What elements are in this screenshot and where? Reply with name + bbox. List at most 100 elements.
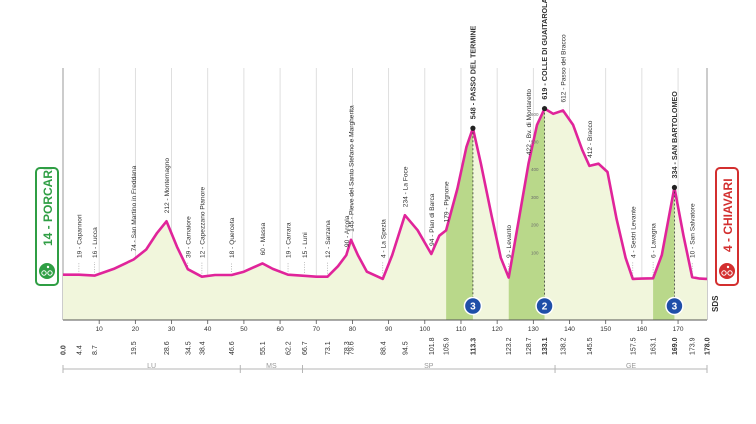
- waypoint-km: 88.4: [380, 341, 387, 355]
- waypoint-km: 101.8: [429, 337, 436, 355]
- km-tick-label: 20: [132, 326, 140, 333]
- km-tick-label: 110: [456, 326, 467, 333]
- elevation-scale-label: 600: [531, 112, 539, 117]
- waypoint-label: 4 - Sestri Levante: [630, 206, 637, 258]
- waypoint-km: 4.4: [76, 345, 83, 355]
- waypoint-label: 412 - Bracco: [587, 120, 594, 158]
- waypoint-km: 138.2: [561, 337, 568, 355]
- waypoint-label: 15 - Luni: [302, 232, 309, 258]
- waypoint-label: 39 - Camaiore: [185, 216, 192, 258]
- waypoint-label: 16 - Lucca: [92, 227, 99, 258]
- region-label: MS: [266, 363, 277, 370]
- km-tick-label: 140: [564, 326, 575, 333]
- waypoint-km: 38.4: [199, 341, 206, 355]
- km-tick-label: 80: [349, 326, 357, 333]
- start-banner: 14 - PORCARI: [35, 167, 59, 286]
- waypoint-km: 8.7: [92, 345, 99, 355]
- waypoint-km: 66.7: [302, 341, 309, 355]
- elevation-scale-label: 400: [531, 167, 539, 172]
- sds-mark: SDS: [711, 295, 720, 312]
- waypoint-km: 113.3: [470, 338, 477, 355]
- kom-badge: [665, 296, 684, 316]
- finish-label: 4 - CHIAVARI: [721, 178, 735, 252]
- finish-cycling-icon: [719, 263, 735, 279]
- waypoint-label: 10 - San Salvatore: [690, 203, 697, 258]
- km-tick-label: 30: [168, 326, 176, 333]
- kom-category: 3: [672, 302, 678, 313]
- km-tick-label: 40: [204, 326, 212, 333]
- waypoint-label: 334 - SAN BARTOLOMEO: [670, 91, 679, 179]
- waypoint-label: 94 - Pian di Barca: [429, 193, 436, 246]
- waypoint-km: 28.6: [164, 341, 171, 355]
- waypoint-km: 62.2: [286, 341, 293, 355]
- waypoint-label: 12 - Capezzano Pianore: [199, 187, 206, 258]
- climb-section: [508, 108, 545, 320]
- waypoint-km: 133.1: [542, 337, 549, 355]
- waypoint-km: 73.1: [325, 341, 332, 355]
- elevation-scale-label: 500: [531, 140, 539, 145]
- waypoint-km: 173.9: [690, 337, 697, 355]
- start-label: 14 - PORCARI: [41, 167, 55, 246]
- waypoint-km: 0.0: [61, 345, 68, 355]
- elevation-scale-label: 100: [531, 250, 539, 255]
- km-tick-label: 160: [636, 326, 647, 333]
- waypoint-label: 74 - San Martino in Freddana: [131, 165, 138, 251]
- km-tick-label: 50: [240, 326, 248, 333]
- waypoint-km: 78.3: [344, 341, 351, 355]
- waypoint-km: 128.7: [526, 337, 533, 355]
- waypoint-km: 169.0: [672, 337, 679, 355]
- waypoint-label: 90 - Arcola: [344, 215, 351, 247]
- finish-banner: 4 - CHIAVARI: [715, 167, 739, 286]
- waypoint-label: 18 - Querceta: [229, 217, 236, 258]
- elevation-scale-label: 200: [531, 223, 539, 228]
- km-tick-label: 150: [600, 326, 611, 333]
- kom-badge: [535, 296, 554, 316]
- km-tick-label: 90: [385, 326, 393, 333]
- summit-dot: [671, 184, 678, 191]
- waypoint-label: 9 - Levanto: [506, 225, 513, 258]
- waypoint-label: 19 - Capannori: [76, 214, 83, 258]
- waypoint-km: 46.6: [229, 341, 236, 355]
- waypoint-label: 212 - Montemagno: [164, 158, 171, 214]
- waypoint-label: 548 - PASSO DEL TERMINE: [468, 25, 477, 119]
- summit-dot: [541, 105, 548, 112]
- waypoint-label: 422 - Bv. di Montaretto: [526, 89, 533, 156]
- waypoint-km: 79.6: [348, 341, 355, 355]
- waypoint-km: 163.1: [651, 337, 658, 355]
- waypoint-label: 19 - Carrara: [286, 222, 293, 258]
- waypoint-km: 123.2: [506, 337, 513, 355]
- waypoint-label: 4 - La Spezia: [380, 219, 387, 258]
- region-label: GE: [626, 363, 636, 370]
- km-tick-label: 120: [492, 326, 503, 333]
- km-axis: 10 20 30 40 50 60 70 80 90 100 110 120 130 140 150 160 1…: [63, 319, 707, 333]
- waypoint-km: 19.5: [131, 341, 138, 355]
- waypoint-label: 6 - Lavagna: [651, 223, 658, 258]
- kom-category: 3: [470, 302, 476, 313]
- waypoint-km: 157.5: [630, 337, 637, 355]
- kom-category: 2: [542, 302, 548, 313]
- waypoint-label: 60 - Massa: [260, 222, 267, 255]
- km-tick-label: 170: [673, 326, 684, 333]
- km-tick-label: 10: [96, 326, 104, 333]
- waypoint-km: 105.9: [444, 337, 451, 355]
- climb-section: [446, 128, 473, 320]
- waypoint-label: 234 - La Foce: [402, 166, 409, 207]
- profile-area: 100 200 300 400 500 600 3 2 3: [63, 107, 708, 320]
- waypoint-label: 12 - Sarzana: [325, 220, 332, 258]
- waypoint-km: 94.5: [402, 341, 409, 355]
- waypoint-km: 145.5: [587, 337, 594, 355]
- waypoint-km: 55.1: [260, 341, 267, 355]
- region-band: LU MS SP GE: [62, 363, 708, 373]
- kom-badge: [463, 296, 483, 316]
- start-cycling-icon: [39, 263, 55, 279]
- profile-fill: [63, 108, 707, 320]
- waypoint-km: 178.0: [705, 337, 712, 355]
- waypoint-label: 145 - Pieve del Santo Stefano e Margheri…: [348, 105, 355, 232]
- profile-line: [63, 107, 708, 281]
- km-tick-label: 60: [276, 326, 284, 333]
- km-tick-label: 100: [419, 326, 430, 333]
- waypoint-label: 179 - Pignone: [444, 181, 451, 222]
- region-label: LU: [147, 363, 156, 370]
